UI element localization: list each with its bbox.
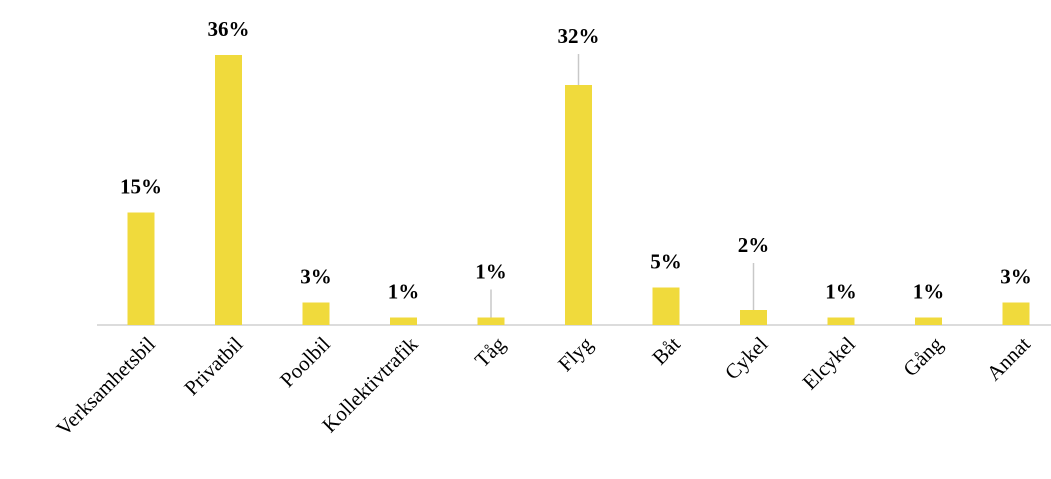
x-tick-label: Privatbil — [179, 332, 247, 400]
x-tick-label: Poolbil — [275, 332, 335, 392]
x-tick-label: Elcykel — [798, 332, 860, 394]
value-label: 1% — [475, 259, 507, 283]
bar — [127, 212, 155, 325]
value-label: 5% — [650, 249, 682, 273]
bar — [390, 317, 417, 325]
x-tick-label: Tåg — [470, 332, 510, 372]
bar — [827, 317, 855, 325]
value-label: 1% — [913, 279, 945, 303]
value-label: 1% — [825, 279, 857, 303]
x-tick-label: Båt — [647, 332, 685, 370]
value-label: 3% — [300, 264, 332, 288]
x-tick-label: Gång — [898, 332, 947, 381]
bar — [215, 55, 242, 325]
value-label: 36% — [208, 17, 250, 41]
x-tick-label: Verksamhetsbil — [51, 332, 160, 441]
bar — [565, 85, 592, 325]
value-label: 32% — [558, 24, 600, 48]
x-tick-label: Flyg — [553, 332, 598, 377]
bar — [1002, 302, 1030, 325]
value-label: 15% — [120, 174, 162, 198]
bar — [740, 310, 767, 325]
x-tick-label: Annat — [982, 332, 1035, 385]
x-tick-label: Cykel — [720, 332, 773, 385]
bar — [302, 302, 330, 325]
value-label: 1% — [388, 279, 420, 303]
value-label: 3% — [1000, 264, 1032, 288]
bar — [915, 317, 942, 325]
bar — [477, 317, 505, 325]
bar — [652, 287, 680, 325]
value-label: 2% — [738, 233, 770, 257]
